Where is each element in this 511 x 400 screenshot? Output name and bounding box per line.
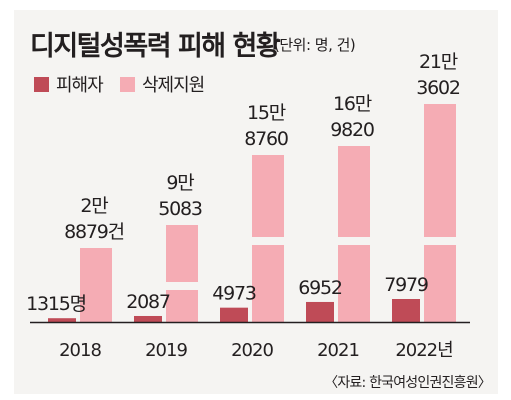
x-tick-label: 2018 (59, 340, 101, 361)
deleted-value-label-top: 9만 (166, 172, 194, 194)
axis-break-gap (165, 282, 199, 290)
victim-bar (220, 307, 248, 322)
deleted-bar (80, 248, 112, 322)
axis-break-gap (251, 237, 285, 245)
deleted-bar (424, 104, 456, 322)
x-tick-label: 2022년 (395, 340, 452, 361)
x-tick-label: 2021 (317, 340, 359, 361)
victim-value-label: 4973 (212, 283, 256, 305)
deleted-value-label-bottom: 8879건 (64, 221, 124, 243)
deleted-bar (338, 146, 370, 322)
axis-break-gap (337, 237, 371, 245)
deleted-value-label-bottom: 3602 (416, 77, 460, 99)
victim-bar (306, 301, 334, 322)
x-tick-label: 2019 (145, 340, 187, 361)
legend-swatch-deleted (120, 76, 135, 92)
legend-item-victims: 피해자 (34, 73, 104, 96)
source-note: 〈자료: 한국여성인권진흥원〉 (324, 375, 492, 391)
deleted-value-label-top: 15만 (247, 102, 286, 124)
x-tick-label: 2020 (231, 340, 273, 361)
legend-label-deleted: 삭제지원 (142, 75, 205, 96)
deleted-value-label-top: 21만 (419, 51, 458, 73)
chart-title: 디지털성폭력 피해 현황 (30, 31, 281, 62)
victim-value-label: 1315명 (26, 293, 86, 315)
deleted-bar (166, 225, 198, 322)
victim-value-label: 2087 (126, 291, 170, 313)
legend-label-victims: 피해자 (56, 75, 104, 96)
deleted-value-label-top: 16만 (333, 93, 372, 115)
deleted-value-label-bottom: 5083 (158, 198, 202, 220)
victim-bar (392, 299, 420, 322)
victim-bar (134, 315, 162, 322)
deleted-value-label-bottom: 8760 (244, 128, 288, 150)
legend-item-deleted: 삭제지원 (120, 73, 205, 96)
axis-break-gap (423, 237, 457, 245)
victim-bar (48, 318, 76, 322)
deleted-value-label-bottom: 9820 (330, 119, 374, 141)
victim-value-label: 6952 (298, 277, 342, 299)
deleted-value-label-top: 2만 (80, 195, 108, 217)
victim-value-label: 7979 (384, 274, 428, 296)
unit-note: (단위: 명, 건) (274, 36, 356, 54)
legend-swatch-victims (34, 76, 49, 92)
